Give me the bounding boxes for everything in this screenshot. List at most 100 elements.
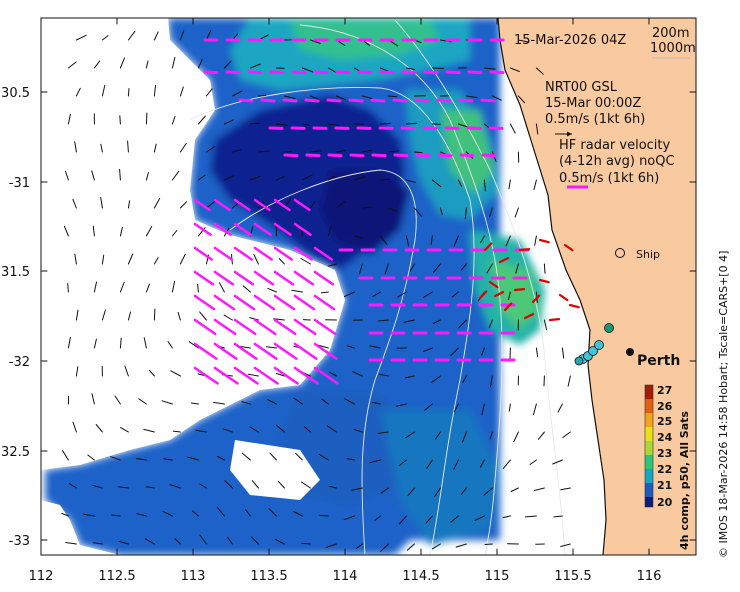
current-vector <box>510 487 519 492</box>
current-vector <box>561 347 565 359</box>
current-vector <box>199 534 207 545</box>
current-vector <box>171 116 176 125</box>
current-vector <box>92 484 103 489</box>
date-label: 15-Mar-2026 04Z <box>514 33 626 48</box>
current-vector <box>513 431 519 443</box>
current-vector <box>304 426 311 433</box>
current-vector <box>127 30 136 41</box>
current-vector <box>319 514 329 517</box>
colorbar-swatch <box>645 399 653 413</box>
gsl-vector <box>348 98 364 103</box>
current-vector <box>275 123 288 126</box>
current-vector <box>120 427 129 433</box>
current-vector <box>517 95 525 104</box>
current-vector <box>265 346 277 349</box>
current-vector <box>423 291 433 298</box>
current-vector <box>197 283 199 293</box>
gsl-vector <box>393 153 409 158</box>
current-vector <box>346 458 355 461</box>
gsl-vector <box>253 366 279 385</box>
current-vector <box>249 426 259 433</box>
gsl-vector <box>437 153 453 158</box>
gsl-vector <box>392 98 408 103</box>
current-vector <box>404 375 415 379</box>
current-vector <box>223 428 233 433</box>
current-vector <box>93 338 97 349</box>
current-vector <box>241 401 251 405</box>
colorbar-tick: 26 <box>657 400 673 413</box>
current-vector <box>335 95 347 101</box>
gsl-vector <box>293 318 317 336</box>
current-vector <box>75 87 81 97</box>
current-vector <box>75 309 79 321</box>
current-vector <box>161 400 173 405</box>
perth-marker <box>626 348 634 356</box>
current-vector <box>491 95 502 101</box>
current-vector <box>162 510 173 517</box>
current-vector <box>217 456 225 461</box>
y-axis-labels: 30.5 -31 31.5 -32 32.5 -33 <box>1 86 30 549</box>
gsl-vector <box>313 318 337 336</box>
current-vector <box>195 429 207 433</box>
current-vector <box>153 31 159 41</box>
current-vector <box>351 487 363 491</box>
gsl-vector <box>233 294 256 311</box>
gsl-vector <box>253 318 277 336</box>
current-vector <box>450 515 459 523</box>
current-vector <box>249 122 260 125</box>
current-vector <box>353 176 365 181</box>
current-vector <box>560 543 571 547</box>
current-vector <box>278 258 285 265</box>
x-tick-label: 113.5 <box>250 569 287 584</box>
current-vector <box>171 170 180 181</box>
current-vector <box>474 515 485 521</box>
current-vector <box>460 487 467 495</box>
current-vector <box>223 175 235 181</box>
current-vector <box>543 263 546 274</box>
x-tick-label: 115.5 <box>554 569 591 584</box>
current-vector <box>413 151 423 154</box>
colorbar-tick: 24 <box>657 431 673 444</box>
current-vector <box>257 95 267 97</box>
current-vector <box>431 375 441 383</box>
current-vector <box>327 176 336 181</box>
current-vector <box>241 452 251 461</box>
current-vector <box>398 515 407 525</box>
gsl-vector <box>305 153 321 158</box>
y-tick-label: 31.5 <box>1 265 30 280</box>
current-vector <box>145 112 148 125</box>
radar-vector <box>488 280 499 289</box>
current-vector <box>535 123 539 135</box>
radar-vector <box>538 278 550 284</box>
current-vector <box>197 174 206 181</box>
current-vector <box>507 291 511 301</box>
gsl-vector <box>193 222 212 236</box>
current-vector <box>489 207 493 218</box>
current-vector <box>552 459 563 465</box>
gsl-vector <box>213 246 233 261</box>
gsl-vector <box>304 98 320 103</box>
current-vector <box>91 170 95 181</box>
radar-vector <box>523 313 535 320</box>
current-vector <box>533 403 537 415</box>
gsl-vector <box>313 246 333 261</box>
current-vector <box>535 67 544 75</box>
gsl-vector <box>253 222 272 236</box>
current-vector <box>199 483 207 489</box>
radar-vector <box>498 257 510 264</box>
current-vector <box>515 263 519 274</box>
current-vector <box>242 285 251 293</box>
gsl-vector <box>326 98 342 103</box>
gsl-vector <box>379 70 395 75</box>
gsl-vector <box>213 318 237 336</box>
current-vector <box>405 431 415 439</box>
current-vector <box>399 459 407 466</box>
contour-legend: 200m 1000m <box>650 26 696 59</box>
current-vector <box>118 540 129 545</box>
current-vector <box>502 459 511 469</box>
current-vector <box>153 143 157 153</box>
current-vector <box>197 115 206 125</box>
current-vector <box>75 366 79 377</box>
current-vector <box>177 311 181 321</box>
